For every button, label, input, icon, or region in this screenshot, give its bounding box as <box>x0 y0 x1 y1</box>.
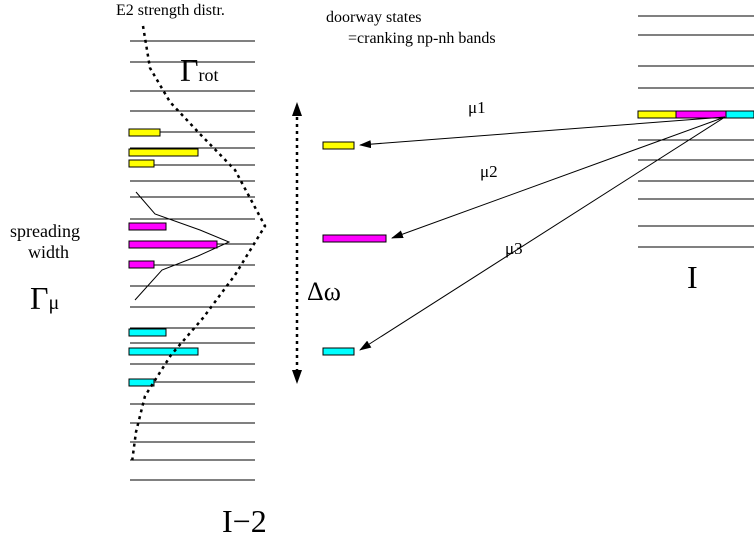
gamma-rot-symbol: Γ <box>180 52 199 88</box>
e2-strength-curve <box>130 25 267 463</box>
spreading-label: spreading <box>10 221 80 241</box>
arrow-mu3 <box>359 116 726 351</box>
doorway-state-magenta <box>322 234 387 243</box>
doorway-states-label: doorway states <box>326 9 422 26</box>
gamma-mu-symbol: Γ <box>30 280 49 316</box>
arrow-mu1 <box>359 116 726 149</box>
left-yellow-bars <box>128 128 199 168</box>
gamma-rot-subscript: rot <box>198 65 219 85</box>
right-spectrum-levels <box>638 15 754 248</box>
doorway-state-cyan <box>322 347 355 356</box>
right-band-cyan <box>725 110 754 119</box>
gamma-mu-label: Γμ <box>30 281 59 320</box>
gamma-mu-subscript: μ <box>48 292 60 314</box>
mu2-label: μ2 <box>480 162 498 181</box>
right-band-yellow <box>637 110 677 119</box>
delta-omega-label: Δω <box>307 277 341 306</box>
right-spectrum-label: I <box>687 259 698 295</box>
e2-strength-label: E2 strength distr. <box>116 2 225 19</box>
spreading-width-curve <box>134 191 231 301</box>
mu3-label: μ3 <box>505 239 523 258</box>
left-cyan-bars <box>128 328 199 387</box>
gamma-rot-label: Γrot <box>180 53 219 92</box>
doorway-state-yellow <box>322 141 355 150</box>
cranking-bands-label: =cranking np-nh bands <box>348 30 496 47</box>
arrow-mu2 <box>391 116 726 239</box>
mu1-label: μ1 <box>468 98 486 117</box>
left-magenta-bars <box>128 222 218 269</box>
delta-omega-arrowhead-bottom <box>292 370 302 384</box>
delta-omega-arrowhead-top <box>292 102 302 116</box>
right-band-magenta <box>675 110 727 119</box>
width-label: width <box>28 242 70 262</box>
left-spectrum-label: I−2 <box>222 503 267 539</box>
